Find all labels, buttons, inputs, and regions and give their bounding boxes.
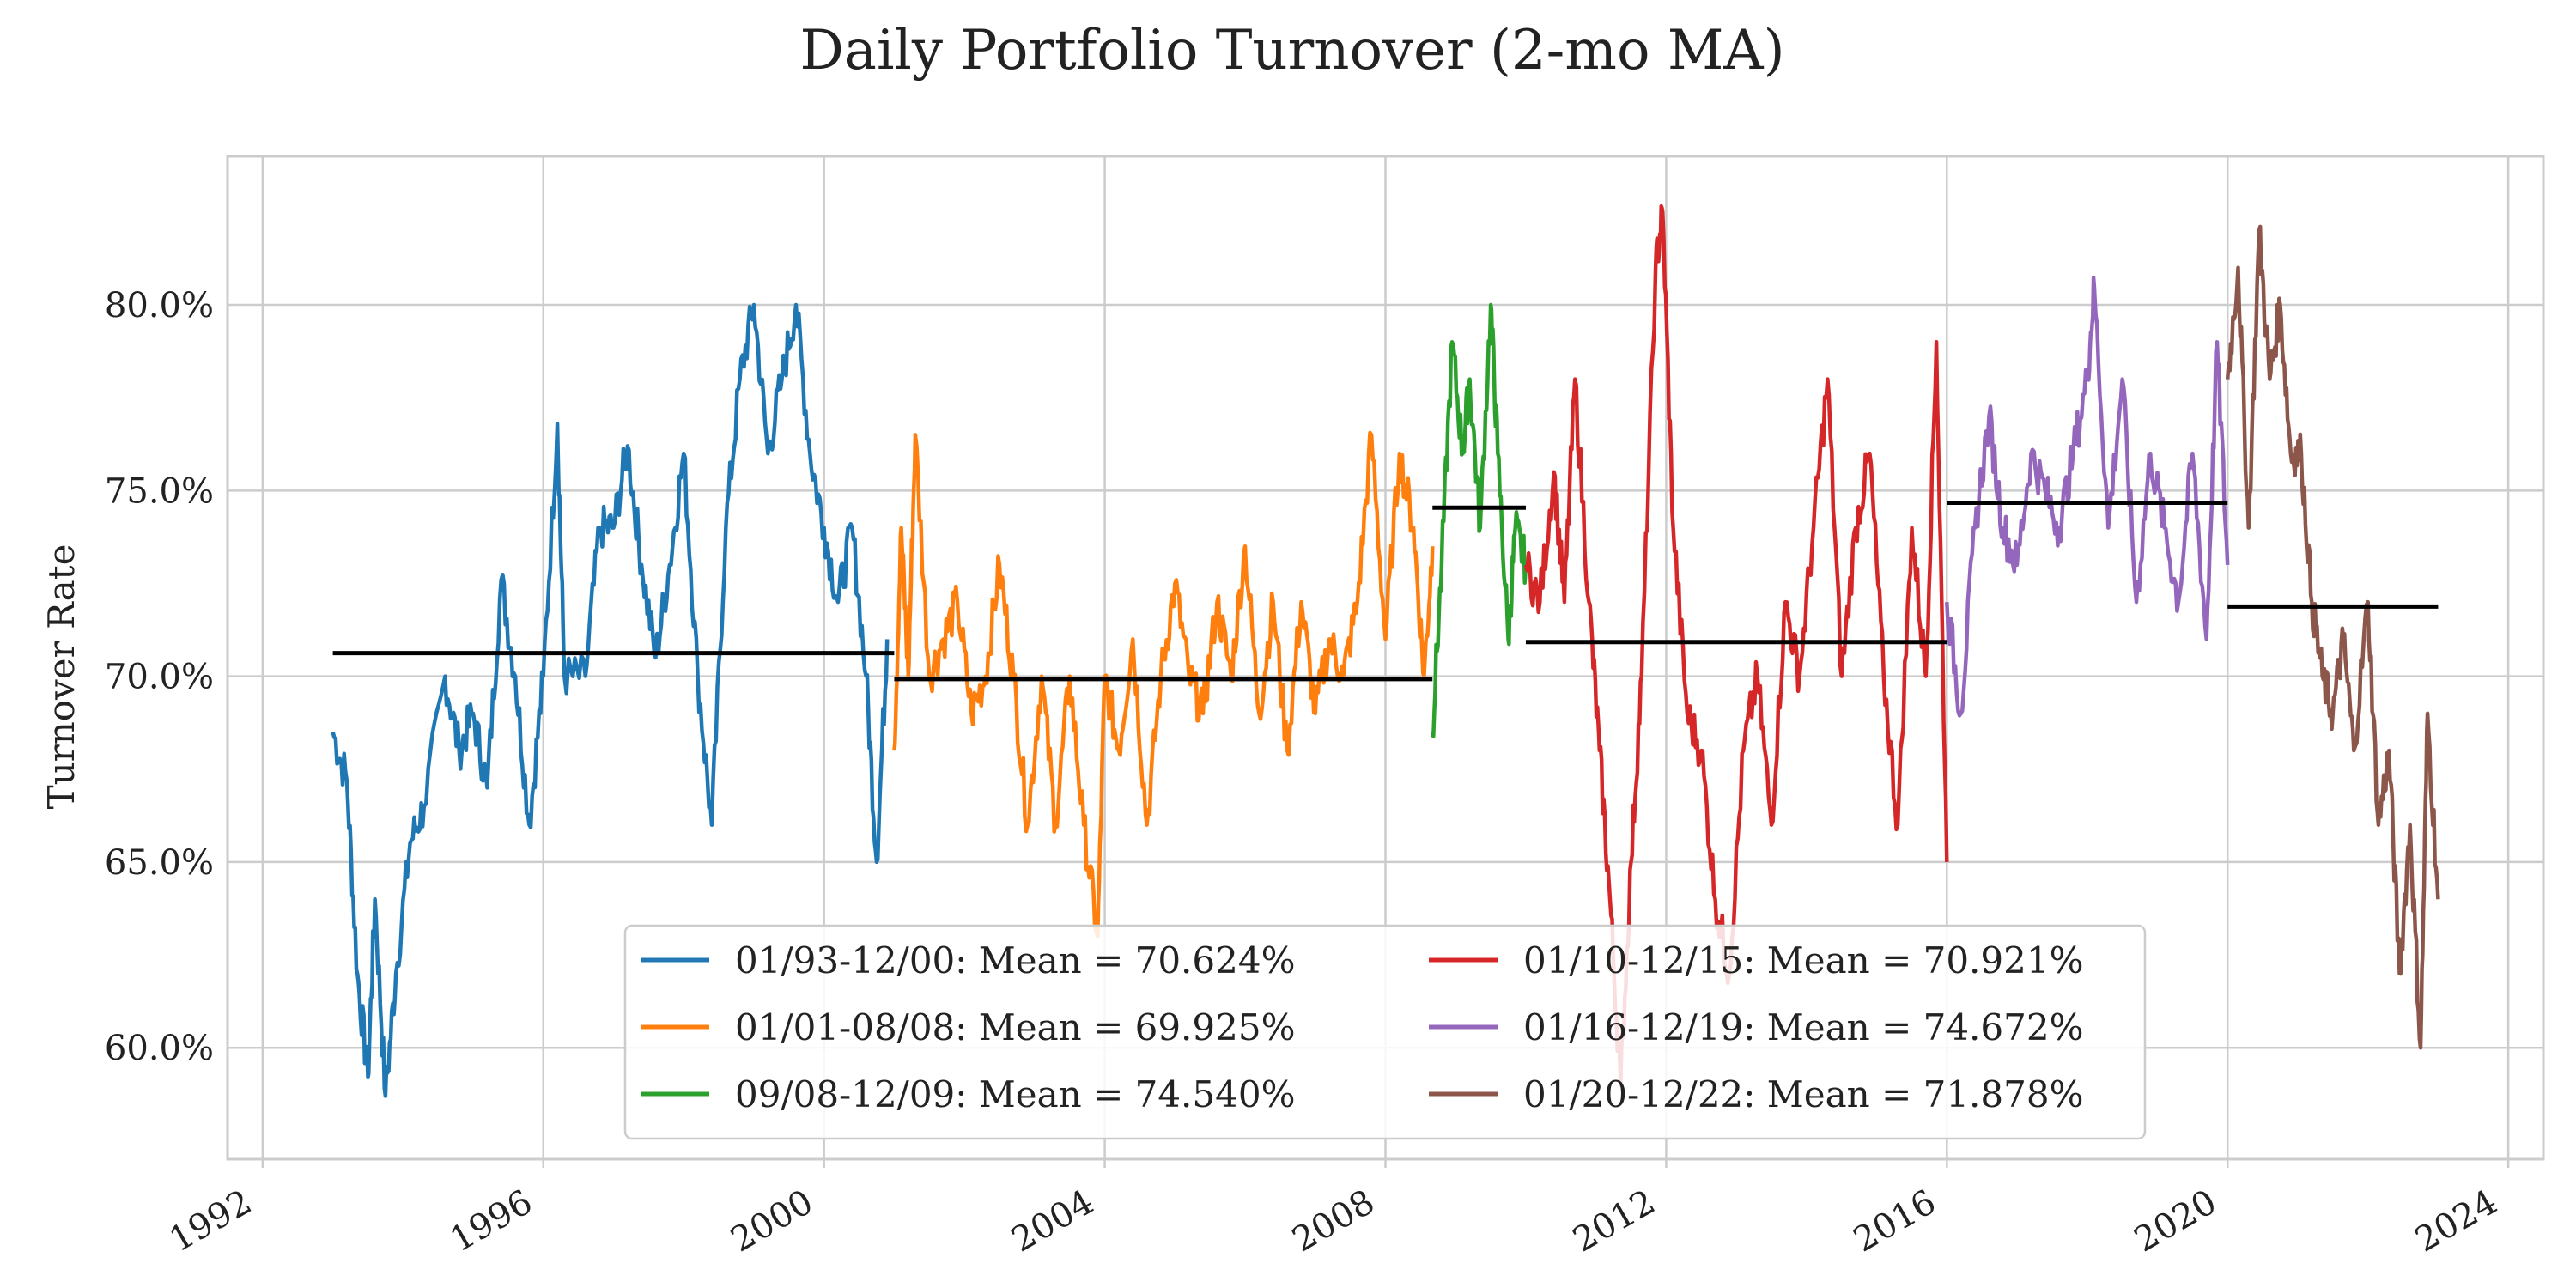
- x-tick-label: 2020: [2128, 1182, 2223, 1261]
- x-tick-label: 1992: [163, 1182, 258, 1261]
- y-tick-label: 80.0%: [105, 286, 214, 325]
- legend: 01/93-12/00: Mean = 70.624% 01/01-08/08: …: [623, 924, 2147, 1140]
- legend-box: [623, 924, 2147, 1140]
- legend-item: 01/01-08/08: Mean = 69.925%: [641, 1006, 1295, 1048]
- legend-label: 01/10-12/15: Mean = 70.921%: [1523, 939, 2083, 981]
- series-line: [1431, 302, 1528, 738]
- y-tick-label: 65.0%: [105, 843, 214, 883]
- chart-title: Daily Portfolio Turnover (2-mo MA): [799, 19, 1784, 82]
- y-tick-label: 60.0%: [105, 1029, 214, 1068]
- y-axis-label: Turnover Rate: [40, 544, 82, 810]
- series-line: [892, 430, 1435, 939]
- plot-area: 1992 1996 2000 2004 2008 2012 2016 2020 2024 60.0…: [105, 155, 2545, 1261]
- series-line: [331, 302, 890, 1098]
- legend-item: 01/16-12/19: Mean = 74.672%: [1429, 1006, 2083, 1048]
- legend-label: 01/20-12/22: Mean = 71.878%: [1523, 1073, 2083, 1115]
- x-tick-label: 2016: [1847, 1182, 1942, 1261]
- legend-label: 09/08-12/09: Mean = 74.540%: [735, 1073, 1295, 1115]
- legend-label: 01/93-12/00: Mean = 70.624%: [735, 939, 1295, 981]
- series-line: [1945, 275, 2230, 718]
- x-tick-label: 2000: [725, 1182, 820, 1261]
- series-line: [2225, 224, 2440, 1050]
- y-tick-label: 75.0%: [105, 471, 214, 511]
- legend-label: 01/16-12/19: Mean = 74.672%: [1523, 1006, 2083, 1048]
- x-tick-label: 1996: [444, 1182, 539, 1261]
- x-tick-label: 2004: [1005, 1182, 1100, 1261]
- x-tick-label: 2008: [1285, 1182, 1381, 1261]
- y-tick-label: 70.0%: [105, 658, 214, 697]
- legend-item: 01/93-12/00: Mean = 70.624%: [641, 939, 1295, 981]
- x-tick-label: 2012: [1566, 1182, 1662, 1261]
- legend-item: 01/10-12/15: Mean = 70.921%: [1429, 939, 2083, 981]
- legend-label: 01/01-08/08: Mean = 69.925%: [735, 1006, 1295, 1048]
- series-line: [1523, 204, 1949, 1087]
- legend-item: 01/20-12/22: Mean = 71.878%: [1429, 1073, 2083, 1115]
- legend-item: 09/08-12/09: Mean = 74.540%: [641, 1073, 1295, 1115]
- x-tick-label: 2024: [2409, 1182, 2504, 1261]
